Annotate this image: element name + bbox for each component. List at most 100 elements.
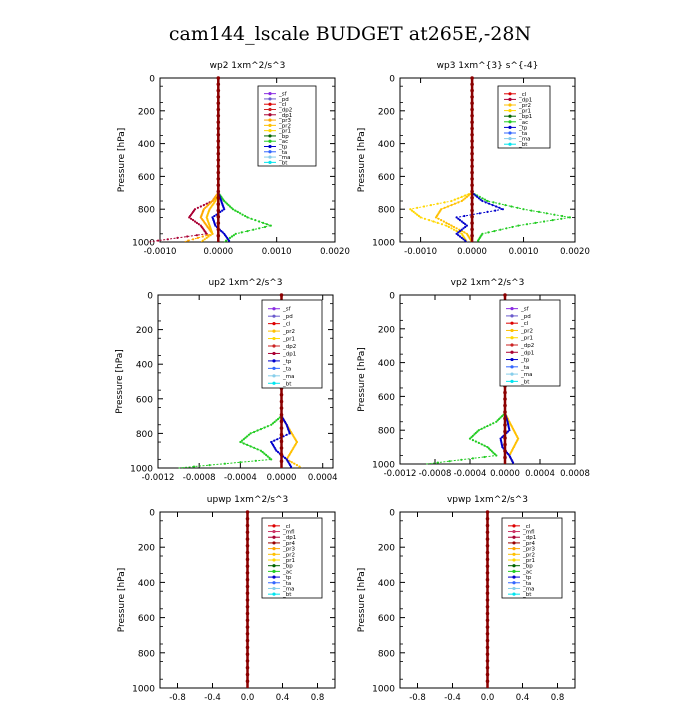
legend-label: _dp1: [518, 97, 532, 103]
x-tick-label: -0.0004: [454, 469, 487, 479]
series-marker-sf: [279, 446, 284, 450]
series-marker-sf: [216, 126, 221, 131]
legend-swatch-marker: [508, 114, 512, 118]
legend-label: _pr1: [282, 337, 295, 343]
series-marker-ac: [505, 227, 508, 230]
x-tick-label: 0.0004: [308, 473, 338, 483]
series-marker-sf: [485, 659, 490, 663]
series-marker-sf: [245, 557, 250, 562]
series-marker-ac: [560, 217, 563, 220]
series-marker-dp1: [202, 204, 205, 207]
x-tick-label: -0.4: [204, 693, 221, 700]
series-marker-sf: [216, 221, 221, 225]
plot-frame: [157, 294, 334, 469]
series-marker-tp: [474, 194, 477, 197]
legend-label: _dp1: [278, 113, 292, 119]
series-marker-ac: [242, 442, 245, 445]
series-marker-tp: [484, 201, 487, 204]
series-marker-ac: [534, 221, 537, 224]
series-line-dp1: [148, 78, 219, 243]
series-marker-pr1: [416, 206, 419, 209]
series-marker-tp: [288, 432, 291, 435]
series-marker-tp: [455, 232, 458, 235]
legend-label: _pr2: [282, 552, 295, 558]
series-marker-cl: [470, 221, 474, 225]
series-marker-tp: [457, 234, 460, 237]
series-marker-pr1: [409, 208, 412, 211]
legend-label: _bt: [518, 142, 528, 148]
series-marker-ac: [242, 438, 245, 441]
series-marker-ac: [228, 205, 232, 208]
series-marker-pr1: [423, 217, 426, 220]
series-marker-sf: [503, 416, 507, 421]
y-tick-label: 1000: [372, 461, 395, 471]
legend: _sf_pd_cl_dp2_dp1_pr3_pr2_pr1_bp_ac_tp_t…: [257, 85, 317, 167]
series-marker-ac: [249, 432, 252, 435]
series-marker-ac: [241, 213, 244, 216]
series-marker-ac: [487, 447, 491, 450]
legend-swatch-marker: [510, 343, 514, 347]
series-marker-sf: [485, 517, 490, 521]
series-marker-tp: [464, 225, 467, 229]
series-marker-pr1: [457, 197, 460, 200]
legend-swatch-marker: [272, 592, 276, 596]
series-marker-ac: [192, 465, 196, 468]
series-marker-ac: [489, 448, 492, 451]
legend-swatch-marker: [272, 552, 276, 556]
series-marker-ac: [551, 219, 554, 222]
series-marker-sf: [279, 293, 284, 297]
series-marker-ac: [268, 456, 271, 459]
series-marker-cl: [470, 101, 474, 105]
series-marker-ac: [244, 436, 247, 439]
legend-label: _pr4: [522, 541, 536, 547]
series-marker-tp: [458, 235, 462, 238]
series-marker-ac: [226, 202, 229, 205]
series-marker-pr3: [204, 206, 207, 209]
x-tick-label: 0.4: [276, 693, 290, 700]
legend: _cl_dp1_pr2_pr1_bp1_ac_tp_ta_ma_bt: [497, 85, 551, 149]
series-marker-ac: [474, 431, 477, 435]
series-marker-pr3: [187, 239, 190, 242]
series-marker-cl: [470, 82, 474, 87]
series-marker-sf: [279, 426, 284, 430]
legend-label: _ac: [278, 139, 288, 145]
legend-swatch-marker: [272, 575, 276, 579]
legend-label: _ta: [282, 366, 291, 372]
x-tick-label: 0.0020: [320, 247, 350, 257]
series-marker-sf: [216, 170, 221, 175]
x-tick-label: 0.0020: [560, 247, 590, 257]
series-marker-pr3: [207, 204, 210, 207]
series-marker-pr1: [450, 199, 453, 203]
legend-swatch-marker: [272, 336, 276, 341]
series-marker-ac: [244, 214, 247, 218]
y-tick-label: 800: [378, 206, 395, 216]
series-marker-ac: [504, 204, 507, 207]
series-marker-ac: [239, 212, 242, 215]
legend-label: _pr2: [278, 123, 291, 129]
legend-swatch-marker: [268, 113, 272, 117]
legend-swatch-marker: [510, 350, 514, 354]
y-tick-label: 0: [389, 75, 395, 85]
series-marker-pr1: [460, 195, 463, 198]
series-marker-ac: [460, 458, 463, 461]
legend-swatch-marker: [272, 586, 276, 591]
series-marker-ac: [256, 448, 259, 451]
series-marker-pr2: [465, 195, 468, 198]
series-marker-dp1: [190, 217, 193, 220]
legend-label: _bt: [278, 160, 288, 166]
series-marker-pr1: [436, 221, 439, 224]
y-axis-label: Pressure [hPa]: [357, 347, 367, 412]
y-tick-label: 1000: [132, 239, 155, 249]
series-marker-dp1: [192, 219, 195, 222]
series-marker-cl: [470, 145, 474, 150]
legend-label: _bt: [522, 592, 532, 598]
legend-swatch-marker: [510, 372, 514, 376]
panel-title: vp2 1xm^2/s^3: [451, 278, 525, 288]
series-marker-cl: [470, 183, 474, 187]
legend-swatch-marker: [512, 592, 516, 596]
y-tick-label: 400: [378, 579, 395, 589]
legend-swatch-marker: [268, 129, 272, 133]
legend-swatch-marker: [268, 134, 272, 138]
legend-label: _dp2: [278, 108, 292, 114]
